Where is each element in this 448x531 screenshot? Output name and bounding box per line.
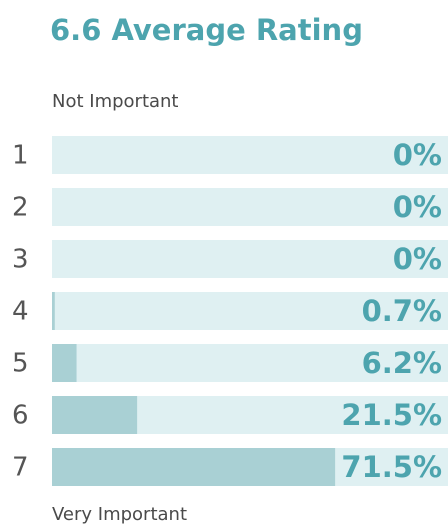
bottom-annotation: Very Important <box>52 504 187 525</box>
value-label: 71.5% <box>341 450 442 484</box>
chart-title: 6.6 Average Rating <box>50 13 363 47</box>
value-label: 21.5% <box>341 398 442 432</box>
bar <box>52 396 138 434</box>
bar-track <box>52 344 448 382</box>
bar-track <box>52 240 448 278</box>
category-label: 6 <box>12 401 29 431</box>
category-label: 5 <box>12 349 29 379</box>
bar-track <box>52 136 448 174</box>
bar-track <box>52 188 448 226</box>
category-label: 1 <box>12 141 29 171</box>
bar <box>52 344 77 382</box>
bar <box>52 292 55 330</box>
category-label: 3 <box>12 245 29 275</box>
value-label: 0% <box>393 138 442 172</box>
value-label: 0.7% <box>362 294 442 328</box>
category-label: 2 <box>12 193 29 223</box>
value-label: 6.2% <box>362 346 442 380</box>
bar-track <box>52 292 448 330</box>
category-label: 7 <box>12 453 29 483</box>
top-annotation: Not Important <box>52 91 179 112</box>
value-label: 0% <box>393 190 442 224</box>
category-label: 4 <box>12 297 29 327</box>
bar <box>52 448 336 486</box>
value-label: 0% <box>393 242 442 276</box>
